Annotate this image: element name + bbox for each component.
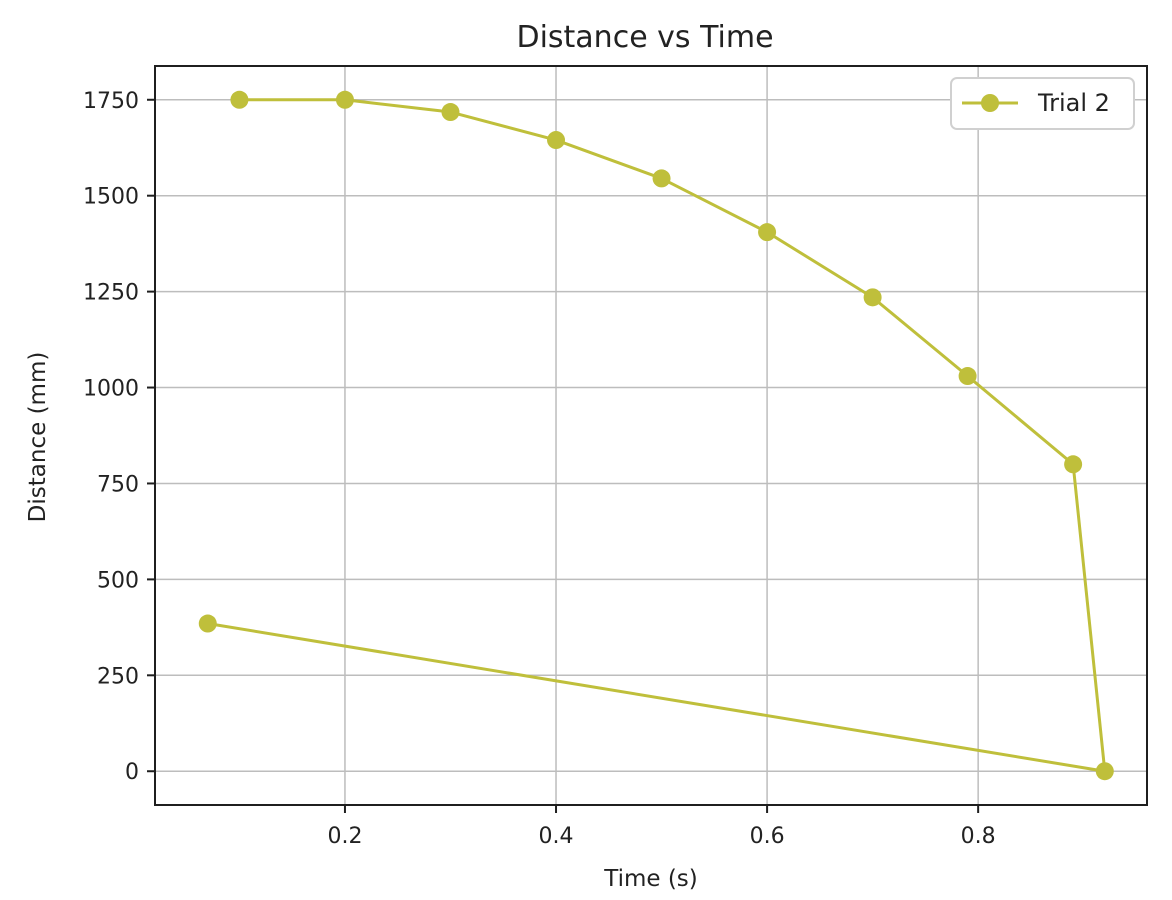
series-layer bbox=[198, 90, 1114, 781]
data-point-marker bbox=[863, 288, 882, 307]
x-axis-title: Time (s) bbox=[603, 866, 698, 892]
data-point-marker bbox=[1095, 762, 1114, 781]
data-point-marker bbox=[441, 103, 460, 122]
data-point-marker bbox=[652, 169, 671, 188]
y-tick-label: 750 bbox=[97, 472, 139, 497]
y-tick-label: 1250 bbox=[83, 281, 139, 306]
x-tick-label: 0.6 bbox=[750, 824, 785, 849]
tick-layer: 0.2 0.4 0.6 0.8 0 250 500 750 1000 1250 1500 1750 bbox=[83, 89, 996, 849]
y-tick-label: 1500 bbox=[83, 185, 139, 210]
legend-box bbox=[950, 77, 1135, 130]
y-axis-title: Distance (mm) bbox=[25, 352, 51, 523]
legend: Trial 2 bbox=[950, 77, 1135, 130]
y-tick-label: 1750 bbox=[83, 89, 139, 114]
data-point-marker bbox=[547, 131, 566, 150]
plot-frame bbox=[154, 65, 1148, 806]
y-tick-label: 1000 bbox=[83, 377, 139, 402]
series-line-0 bbox=[206, 98, 1107, 773]
data-point-marker bbox=[958, 367, 977, 386]
y-tick-label: 250 bbox=[97, 664, 139, 689]
x-tick-label: 0.4 bbox=[539, 824, 574, 849]
data-point-marker bbox=[758, 223, 777, 242]
x-tick-label: 0.2 bbox=[327, 824, 362, 849]
data-point-marker bbox=[230, 90, 249, 109]
chart-title: Distance vs Time bbox=[516, 20, 773, 55]
y-tick-label: 0 bbox=[125, 760, 139, 785]
y-tick-label: 500 bbox=[97, 568, 139, 593]
data-point-marker bbox=[198, 614, 217, 633]
data-point-marker bbox=[1064, 455, 1083, 474]
legend-series-marker bbox=[981, 94, 999, 112]
legend-label-trial-2: Trial 2 bbox=[1037, 89, 1110, 117]
x-tick-label: 0.8 bbox=[961, 824, 996, 849]
data-point-marker bbox=[335, 90, 354, 109]
grid-lines bbox=[155, 66, 1147, 805]
